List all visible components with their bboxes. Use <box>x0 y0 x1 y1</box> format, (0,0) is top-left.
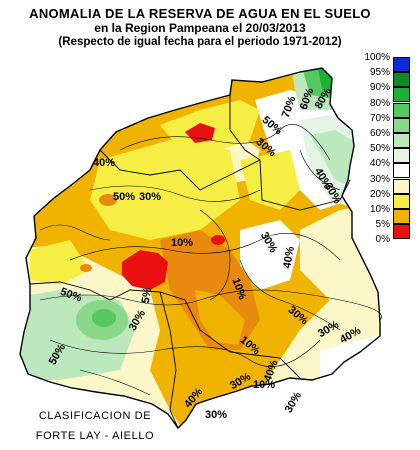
isoline-label: 10% <box>171 237 193 249</box>
legend-swatch <box>393 148 410 164</box>
legend-swatch <box>393 178 410 194</box>
legend-label: 40% <box>369 158 390 170</box>
legend-label: 10% <box>369 204 390 215</box>
isoline-label: 40% <box>281 245 297 269</box>
legend-swatch <box>393 87 410 103</box>
legend-swatch <box>393 209 410 224</box>
isoline-label: 40% <box>93 157 115 169</box>
legend-label: 95% <box>369 67 390 79</box>
legend-swatch <box>393 57 410 72</box>
dry-core-0pct <box>122 250 168 290</box>
isoline-label: 30% <box>205 409 227 421</box>
legend-label: 50% <box>369 143 390 155</box>
isoline-label: 50% <box>113 191 135 203</box>
legend-label: 70% <box>369 112 390 124</box>
isolines <box>39 124 382 396</box>
classification-credit: CLASIFICACION DE FORTE LAY - AIELLO <box>20 406 170 446</box>
isoline-label: 10% <box>253 379 275 391</box>
title-line-2: en la Region Pampeana el 20/03/2013 <box>94 21 306 35</box>
legend-label: 100% <box>364 52 390 63</box>
legend-label: 60% <box>369 128 390 139</box>
legend-label: 90% <box>369 82 390 94</box>
isoline-label: 30% <box>283 390 305 415</box>
credit-line-1: CLASIFICACION DE <box>38 410 152 422</box>
legend-swatch <box>393 117 410 133</box>
legend-label: 5% <box>375 219 390 231</box>
legend-swatch <box>393 102 410 118</box>
legend-swatch <box>393 193 410 209</box>
legend-label: 80% <box>369 97 390 109</box>
region-outline <box>19 67 381 430</box>
legend-label: 0% <box>375 234 390 246</box>
title-line-3: (Respecto de igual fecha para el periodo… <box>58 36 342 48</box>
legend-swatch <box>393 72 410 88</box>
province-boundaries <box>29 79 351 429</box>
legend-label: 20% <box>369 188 390 200</box>
legend-swatch <box>393 224 410 240</box>
legend-swatch <box>393 133 410 148</box>
title-line-1: ANOMALIA DE LA RESERVA DE AGUA EN EL SUE… <box>29 6 371 21</box>
legend-swatch <box>393 163 410 179</box>
legend-label: 30% <box>369 173 390 185</box>
isoline-label: 30% <box>139 191 161 203</box>
map-title: ANOMALIA DE LA RESERVA DE AGUA EN EL SUE… <box>0 6 400 49</box>
isoline-label: 5% <box>140 286 155 304</box>
credit-line-2: FORTE LAY - AIELLO <box>35 430 155 442</box>
